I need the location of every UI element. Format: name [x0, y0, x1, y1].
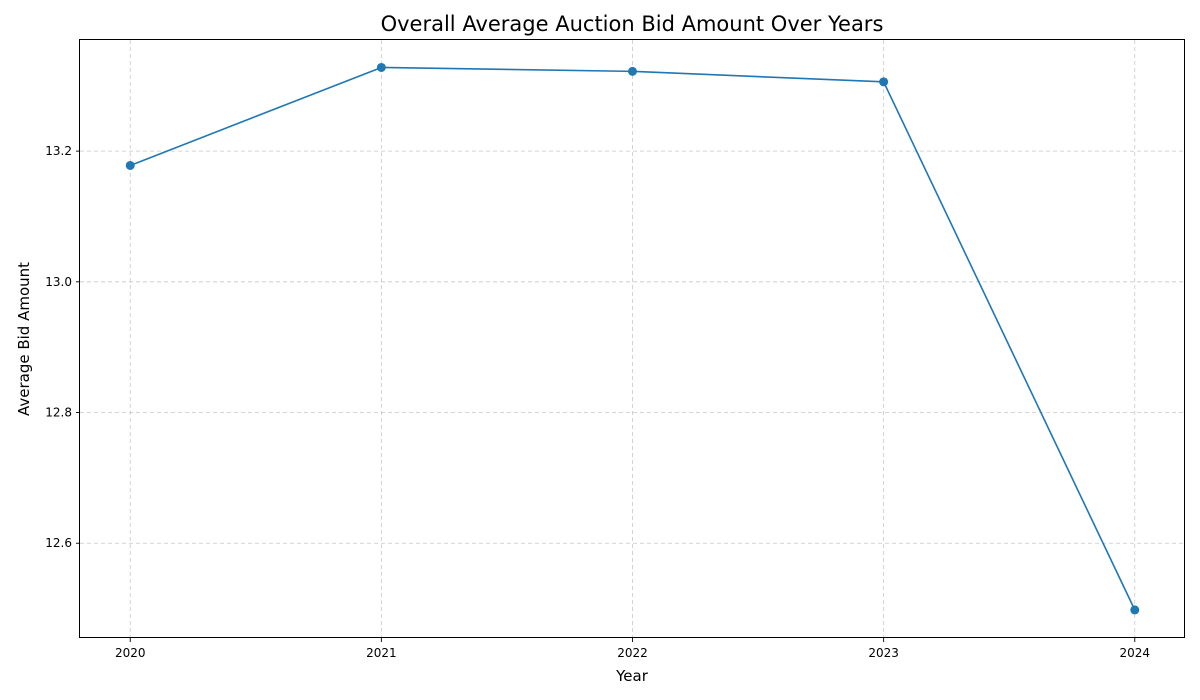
y-tick-label: 13.2: [45, 144, 72, 158]
x-axis-label: Year: [615, 667, 649, 685]
data-point: [125, 160, 135, 170]
series-layer: [125, 62, 1140, 615]
x-axis: 2020 2021 2022 2023 2024: [115, 638, 1150, 660]
x-tick-label: 2022: [617, 646, 648, 660]
data-point: [1130, 605, 1140, 615]
x-tick-label: 2024: [1119, 646, 1150, 660]
data-point: [376, 62, 386, 72]
y-axis-label: Average Bid Amount: [15, 262, 33, 416]
data-point: [628, 66, 637, 76]
plot-frame: [79, 39, 1185, 638]
chart-title: Overall Average Auction Bid Amount Over …: [381, 12, 884, 36]
y-tick-label: 13.0: [45, 275, 72, 289]
x-tick-label: 2021: [366, 646, 397, 660]
y-tick-label: 12.6: [45, 536, 72, 550]
x-tick-label: 2020: [115, 646, 146, 660]
data-point: [879, 77, 889, 87]
grid: [80, 40, 1185, 638]
y-axis: 12.6 12.8 13.0 13.2: [45, 144, 80, 550]
y-tick-label: 12.8: [45, 406, 72, 420]
x-tick-label: 2023: [868, 646, 899, 660]
